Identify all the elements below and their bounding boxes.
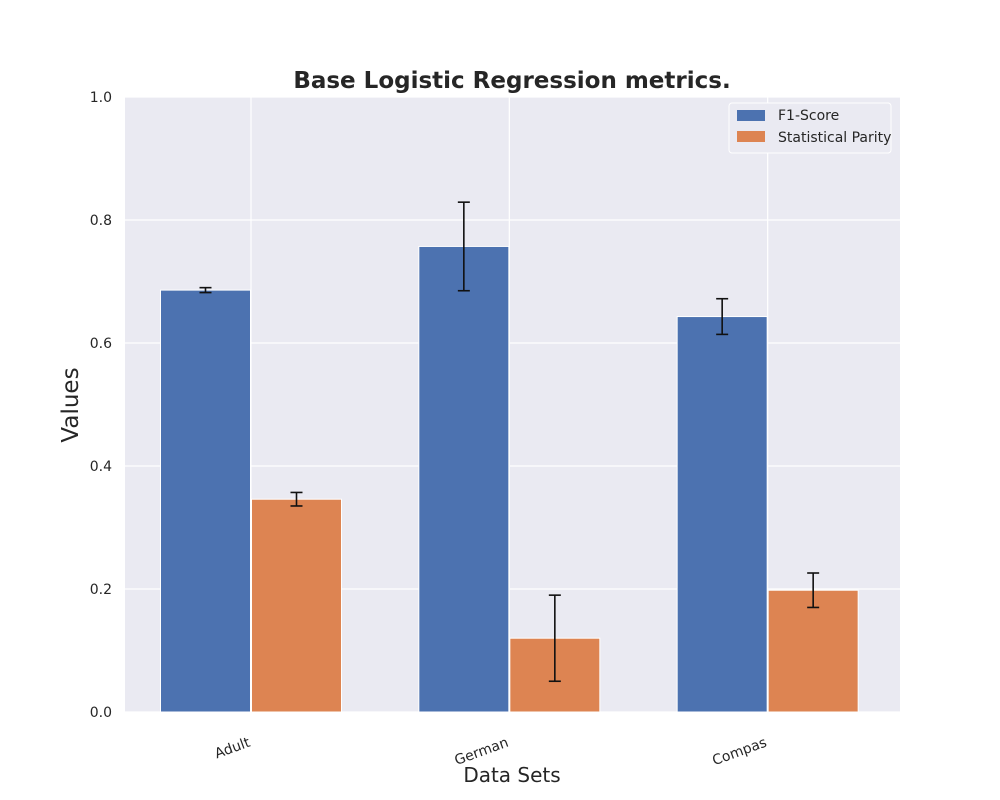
- y-tick-label: 0.6: [90, 336, 112, 352]
- legend-label-statistical-parity: Statistical Parity: [778, 130, 891, 146]
- y-tick-label: 0.8: [90, 213, 112, 229]
- legend-label-f1-score: F1-Score: [778, 108, 839, 124]
- error-bar-f1-score-compas: [716, 297, 729, 336]
- y-tick-label: 1.0: [90, 90, 112, 106]
- bar-f1-score-compas: [676, 316, 768, 713]
- bar-f1-score-german: [418, 245, 510, 713]
- legend-swatch-f1-score: [737, 110, 765, 121]
- x-tick-label-adult: Adult: [213, 735, 253, 763]
- legend-box: [728, 102, 892, 154]
- bar-statistical-parity-compas: [767, 589, 859, 713]
- y-tick-labels: 0.0 0.2 0.4 0.6 0.8 1.0: [90, 90, 112, 721]
- legend: F1-Score Statistical Parity: [728, 102, 892, 154]
- error-bar-statistical-parity-adult: [290, 491, 303, 507]
- y-tick-label: 0.4: [90, 459, 112, 475]
- bar-f1-score-adult: [160, 289, 251, 713]
- y-tick-label: 0.2: [90, 582, 112, 598]
- error-bar-f1-score-german: [457, 201, 470, 292]
- bars: [160, 245, 859, 713]
- error-bar-f1-score-adult: [199, 286, 212, 294]
- error-bars: [199, 201, 820, 683]
- y-axis-label: Values: [58, 367, 84, 442]
- x-tick-label-compas: Compas: [710, 735, 769, 769]
- legend-swatch-statistical-parity: [737, 131, 765, 142]
- x-axis-label: Data Sets: [463, 763, 560, 787]
- y-tick-label: 0.0: [90, 705, 112, 721]
- bar-statistical-parity-adult: [251, 498, 342, 713]
- error-bar-statistical-parity-compas: [807, 572, 820, 609]
- error-bar-statistical-parity-german: [548, 594, 561, 683]
- chart-title: Base Logistic Regression metrics.: [293, 68, 730, 94]
